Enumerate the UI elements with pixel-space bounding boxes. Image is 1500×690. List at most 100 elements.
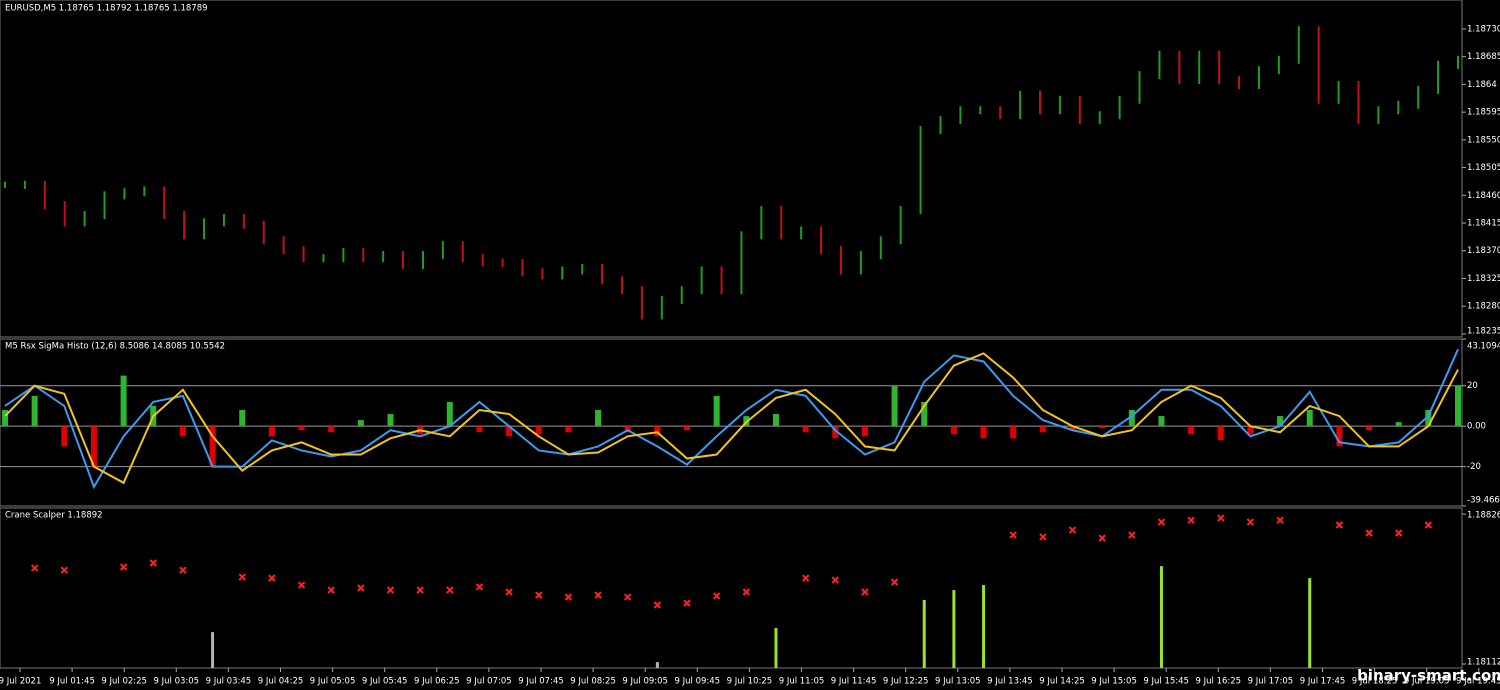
- histogram-bar: [506, 426, 513, 437]
- x-tick-label: 9 Jul 07:05: [466, 677, 512, 687]
- scalper-cross: [416, 586, 424, 594]
- histogram-bar: [90, 426, 97, 467]
- histogram-bar: [772, 414, 779, 427]
- scalper-cross: [831, 576, 839, 584]
- scalper-bar: [211, 632, 215, 668]
- scalper-bar: [774, 628, 778, 668]
- scalper-cross: [386, 586, 395, 594]
- scalper-cross: [624, 593, 632, 601]
- scalper-cross: [1217, 514, 1225, 522]
- x-tick-label: 9 Jul 17:45: [1300, 677, 1346, 687]
- x-tick-label: 9 Jul 09:05: [622, 677, 668, 687]
- x-tick-label: 9 Jul 04:25: [258, 677, 304, 687]
- histogram-bar: [713, 395, 720, 427]
- histogram-bar: [921, 401, 928, 427]
- histogram-bar: [950, 426, 957, 435]
- histogram-bar: [209, 426, 216, 467]
- histogram-bar: [61, 426, 68, 447]
- y-tick-label: -39.466: [1467, 496, 1500, 506]
- scalper-cross: [890, 578, 899, 586]
- scalper-bar: [952, 590, 956, 668]
- x-tick-label: 9 Jul 15:45: [1143, 677, 1189, 687]
- histogram-bar: [2, 410, 8, 427]
- y-tick-label: 1.18112: [1467, 658, 1500, 668]
- histogram-bar: [1425, 410, 1432, 427]
- histogram-bar: [1306, 410, 1313, 427]
- y-tick-label: 1.18235: [1467, 327, 1500, 337]
- histogram-bar: [298, 426, 305, 431]
- histogram-bar: [1039, 426, 1046, 433]
- scalper-cross: [1068, 526, 1077, 534]
- histogram-bar: [832, 426, 839, 439]
- scalper-cross: [1276, 516, 1284, 524]
- x-tick-label: 9 Jul 01:45: [49, 677, 95, 687]
- scalper-cross: [594, 591, 602, 599]
- y-tick-label: 1.18415: [1467, 219, 1500, 229]
- histogram-bar: [595, 410, 602, 427]
- histogram-bar: [891, 385, 898, 427]
- histogram-bar: [1217, 426, 1224, 441]
- scalper-bar: [982, 585, 986, 668]
- x-tick-label: 9 Jul 10:25: [727, 677, 773, 687]
- histogram-bar: [1247, 426, 1254, 435]
- y-tick-label: 43.1094: [1467, 342, 1500, 352]
- scalper-cross: [1009, 531, 1017, 539]
- x-tick-label: 9 Jul 13:05: [935, 677, 981, 687]
- histogram-bar: [446, 401, 453, 427]
- histogram-bar: [654, 426, 661, 437]
- scalper-cross: [179, 566, 187, 574]
- scalper-cross: [297, 581, 306, 589]
- scalper-cross: [149, 559, 157, 567]
- signal-line: [4, 348, 1459, 490]
- x-tick-label: 9 Jul 18:25: [1352, 677, 1398, 687]
- scalper-cross: [653, 601, 662, 609]
- scalper-cross: [60, 566, 69, 574]
- scalper-bar: [655, 662, 659, 668]
- x-tick-label: 9 Jul 05:05: [310, 677, 356, 687]
- y-tick-label: 1.1864: [1467, 80, 1497, 90]
- histogram-bar: [1188, 426, 1195, 435]
- histogram-bar: [1158, 416, 1165, 427]
- histogram-bar: [1366, 426, 1373, 431]
- scalper-cross: [238, 573, 246, 581]
- scalper-bar: [922, 599, 926, 668]
- histogram-bar: [684, 426, 691, 431]
- scalper-cross: [505, 588, 513, 596]
- scalper-cross: [712, 592, 721, 600]
- scalper-cross: [861, 588, 869, 596]
- y-tick-label: 0.00: [1467, 422, 1486, 432]
- x-tick-label: 9 Jul 16:25: [1196, 677, 1242, 687]
- y-tick-label: 1.18685: [1467, 52, 1500, 62]
- scalper-cross: [1335, 521, 1344, 529]
- scalper-cross: [1128, 531, 1136, 539]
- histogram-bar: [535, 426, 542, 435]
- scalper-cross: [1157, 518, 1166, 526]
- oscillator-panel: [0, 338, 1463, 507]
- x-tick-label: 9 Jul 07:45: [518, 677, 564, 687]
- histogram-bar: [31, 395, 38, 427]
- scalper-cross: [801, 574, 810, 582]
- scalper-cross: [1246, 518, 1255, 526]
- scalper-cross: [1365, 529, 1373, 537]
- histogram-bar: [980, 426, 987, 439]
- scalper-cross: [1039, 533, 1047, 541]
- x-tick-label: 9 Jul 09:45: [675, 677, 721, 687]
- histogram-bar: [268, 426, 275, 437]
- x-tick-label: 9 Jul 15:05: [1091, 677, 1137, 687]
- scalper-cross: [683, 599, 691, 607]
- x-tick-label: 9 Jul 12:25: [883, 677, 929, 687]
- x-tick-label: 9 Jul 17:05: [1248, 677, 1294, 687]
- scalper-panel: [0, 507, 1463, 669]
- panel-title: M5 Rsx SigMa Histo (12,6) 8.5086 14.8085…: [5, 342, 225, 352]
- histogram-bar: [1128, 410, 1135, 427]
- histogram-bar: [1010, 426, 1017, 439]
- histogram-bar: [1336, 426, 1343, 447]
- histogram-bar: [802, 426, 809, 433]
- histogram-bar: [476, 426, 483, 433]
- x-tick-label: 9 Jul 06:25: [414, 677, 460, 687]
- x-tick-label: 9 Jul 14:25: [1039, 677, 1085, 687]
- histogram-bar: [1395, 422, 1402, 427]
- scalper-cross: [535, 591, 543, 599]
- scalper-cross: [268, 574, 276, 582]
